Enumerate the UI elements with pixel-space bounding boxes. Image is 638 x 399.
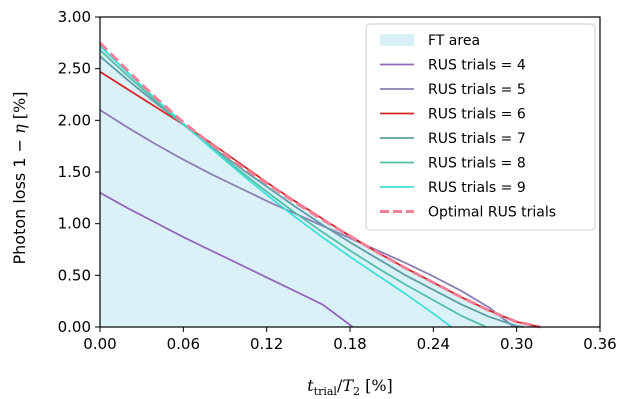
x-tick-label: 0.24 bbox=[417, 335, 450, 353]
legend: FT area RUS trials = 4 RUS trials = 5 RUS t… bbox=[365, 23, 596, 231]
legend-label-0: FT area bbox=[428, 33, 480, 49]
x-tick-label: 0.12 bbox=[250, 335, 283, 353]
x-tick-label: 0.00 bbox=[83, 335, 116, 353]
y-tick-label: 2.00 bbox=[58, 111, 91, 129]
y-tick-label: 3.00 bbox=[58, 8, 91, 26]
y-tick-label: 0.50 bbox=[58, 266, 91, 284]
y-tick-label: 1.50 bbox=[58, 163, 91, 181]
plot-area bbox=[98, 16, 601, 329]
legend-swatch-ft-area bbox=[380, 34, 414, 46]
x-tick-label: 0.30 bbox=[500, 335, 533, 353]
x-tick-label: 0.36 bbox=[583, 335, 616, 353]
y-tick-label: 1.00 bbox=[58, 215, 91, 233]
y-axis-ticks: 0.00 0.50 1.00 1.50 2.00 2.50 3.00 bbox=[58, 8, 100, 336]
y-axis-label: Photon loss 1 − η [%] bbox=[10, 92, 29, 265]
y-tick-label: 0.00 bbox=[58, 318, 91, 336]
series-line-2 bbox=[99, 109, 515, 328]
legend-box bbox=[365, 23, 596, 231]
x-tick-label: 0.18 bbox=[333, 335, 366, 353]
legend-label-5: RUS trials = 8 bbox=[428, 156, 526, 172]
x-axis-ticks: 0.00 0.06 0.12 0.18 0.24 0.30 0.36 bbox=[83, 327, 617, 353]
x-axis-label: ttrial/T2 [%] bbox=[307, 376, 393, 398]
x-tick-label: 0.06 bbox=[167, 335, 200, 353]
legend-label-1: RUS trials = 4 bbox=[428, 58, 526, 74]
legend-label-7: Optimal RUS trials bbox=[428, 205, 556, 221]
ft-area-fill bbox=[100, 42, 541, 327]
series-line-1 bbox=[99, 191, 354, 328]
legend-label-3: RUS trials = 6 bbox=[428, 107, 526, 123]
series-line-5 bbox=[99, 49, 487, 328]
series-layer bbox=[98, 41, 541, 329]
legend-label-4: RUS trials = 7 bbox=[428, 131, 526, 147]
series-line-7 bbox=[98, 41, 541, 329]
y-tick-label: 2.50 bbox=[58, 60, 91, 78]
legend-label-6: RUS trials = 9 bbox=[428, 180, 526, 196]
legend-label-2: RUS trials = 5 bbox=[428, 82, 526, 98]
